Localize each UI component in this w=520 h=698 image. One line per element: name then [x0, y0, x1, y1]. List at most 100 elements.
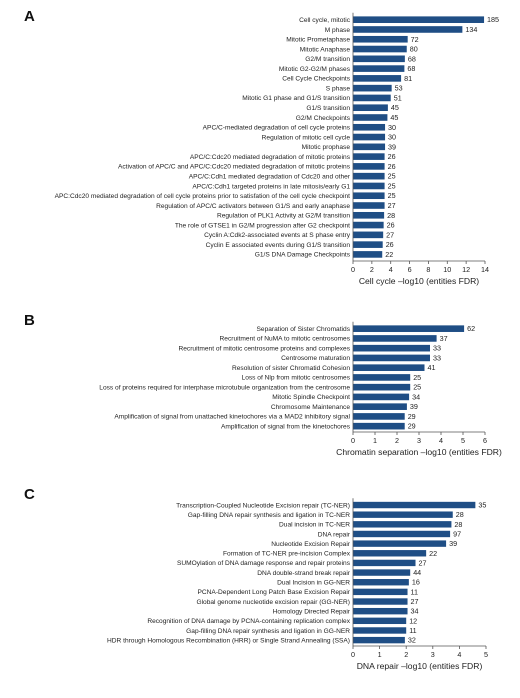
data-label: 51: [394, 93, 402, 102]
bar: [353, 559, 416, 567]
category-label: HDR through Homologous Recombination (HR…: [107, 637, 350, 644]
data-label: 39: [388, 142, 396, 151]
x-tick-label: 6: [408, 265, 412, 274]
category-label: PCNA-Dependent Long Patch Base Excision …: [198, 589, 351, 596]
bar: [353, 598, 408, 605]
bar: [353, 383, 411, 391]
x-tick-label: 0: [351, 650, 355, 659]
category-label: Activation of APC/C and APC/C:Cdc20 medi…: [118, 164, 351, 171]
category-label: Transcription-Coupled Nucleotide Excisio…: [176, 502, 350, 509]
data-label: 12: [409, 616, 417, 625]
panel-label: A: [24, 8, 35, 25]
data-label: 68: [407, 64, 415, 73]
x-tick-label: 2: [404, 650, 408, 659]
category-label: Mitotic G1 phase and G1/S transition: [242, 95, 350, 102]
x-tick-label: 5: [461, 436, 465, 445]
x-axis-title: DNA repair –log10 (entities FDR): [357, 661, 483, 671]
x-tick-label: 14: [481, 265, 489, 274]
data-label: 37: [440, 334, 448, 343]
category-label: APC/C:Cdh1 mediated degradation of Cdc20…: [189, 173, 351, 180]
bar: [353, 192, 385, 200]
category-label: Amplification of signal from the kinetoc…: [221, 423, 351, 430]
data-label: 11: [409, 626, 416, 635]
data-label: 26: [387, 221, 395, 230]
bar: [353, 211, 385, 219]
bar: [353, 94, 391, 102]
data-label: 35: [478, 501, 486, 510]
x-tick-label: 10: [443, 265, 451, 274]
data-label: 27: [386, 230, 394, 239]
bar: [353, 335, 437, 342]
bar: [353, 501, 476, 509]
data-label: 26: [388, 152, 396, 161]
x-axis-title: Cell cycle –log10 (entities FDR): [359, 276, 479, 286]
x-tick-label: 4: [439, 436, 443, 445]
category-label: Loss of Nlp from mitotic centrosomes: [242, 375, 351, 382]
category-label: DNA repair: [318, 531, 351, 538]
category-label: Chromosome Maintenance: [271, 404, 350, 411]
category-label: Regulation of APC/C activators between G…: [156, 203, 350, 210]
category-label: APC/C:Cdc20 mediated degradation of mito…: [190, 154, 351, 161]
data-label: 62: [467, 324, 475, 333]
data-label: 185: [487, 15, 499, 24]
data-label: 29: [408, 422, 416, 431]
data-label: 25: [388, 181, 396, 190]
data-label: 45: [391, 103, 399, 112]
bar: [353, 364, 425, 371]
category-label: APC/C-mediated degradation of cell cycle…: [203, 125, 351, 132]
bar: [353, 182, 385, 190]
category-label: DNA double-strand break repair: [257, 570, 351, 577]
panel-label: B: [24, 312, 35, 329]
bar: [353, 241, 383, 248]
bar: [353, 636, 405, 644]
bar: [353, 617, 407, 625]
bar: [353, 579, 409, 586]
data-label: 81: [404, 74, 412, 83]
data-label: 39: [449, 539, 457, 548]
category-label: Nucleotide Excision Repair: [271, 541, 351, 548]
x-tick-label: 1: [378, 650, 382, 659]
bar: [353, 221, 384, 229]
category-label: Recognition of DNA damage by PCNA-contai…: [147, 618, 350, 625]
data-label: 72: [411, 35, 419, 44]
panel-c: C Transcription-Coupled Nucleotide Excisi…: [24, 486, 488, 671]
bar: [353, 143, 386, 151]
category-label: G2/M Checkpoints: [296, 115, 351, 122]
category-label: Centrosome maturation: [281, 355, 350, 362]
category-label: Mitotic Prometaphase: [286, 37, 350, 44]
bar: [353, 45, 407, 53]
category-label: Recruitment of NuMA to mitotic centrosom…: [220, 336, 351, 343]
x-tick-label: 4: [457, 650, 461, 659]
category-label: Cell cycle, mitotic: [299, 17, 351, 24]
bar: [353, 16, 485, 23]
x-tick-label: 8: [426, 265, 430, 274]
category-label: Global genome nucleotide excision repair…: [196, 599, 350, 606]
x-tick-label: 2: [370, 265, 374, 274]
category-label: G2/M transition: [305, 56, 350, 63]
data-label: 45: [390, 113, 398, 122]
data-label: 25: [388, 191, 396, 200]
category-label: Cyclin A:Cdk2-associated events at S pha…: [204, 232, 351, 239]
bar: [353, 231, 384, 239]
category-label: Dual Incision in GG-NER: [277, 580, 350, 587]
category-label: Mitotic Spindle Checkpoint: [272, 394, 350, 401]
panel-a: A Cell cycle, mitotic 185 M phase 134 Mitotic…: [24, 8, 499, 286]
category-label: M phase: [325, 27, 351, 34]
data-label: 27: [419, 558, 427, 567]
data-label: 22: [385, 250, 393, 259]
data-label: 28: [456, 510, 464, 519]
category-label: Mitotic G2-G2/M phases: [279, 66, 351, 73]
data-label: 30: [388, 133, 396, 142]
category-label: Regulation of mitotic cell cycle: [262, 134, 351, 141]
category-label: Dual incision in TC-NER: [279, 522, 350, 529]
bar: [353, 530, 451, 538]
bar: [353, 550, 427, 557]
x-tick-label: 0: [351, 265, 355, 274]
bar: [353, 104, 388, 112]
category-label: Regulation of PLK1 Activity at G2/M tran…: [217, 213, 350, 220]
bar: [353, 588, 408, 596]
bar: [353, 422, 405, 430]
bar: [353, 403, 407, 410]
x-tick-label: 3: [417, 436, 421, 445]
x-tick-label: 4: [389, 265, 393, 274]
